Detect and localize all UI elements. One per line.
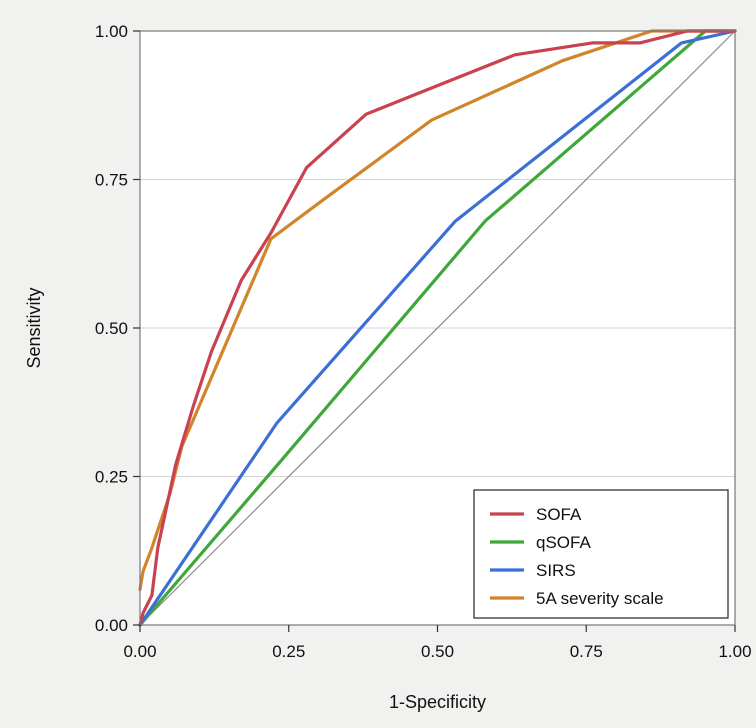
series-line-5a-severity-scale	[138, 29, 737, 592]
legend-label-5a-severity-scale: 5A severity scale	[536, 589, 664, 608]
legend-label-qsofa: qSOFA	[536, 533, 591, 552]
y-tick-label: 0.00	[95, 616, 128, 635]
reference-diagonal-line	[139, 30, 736, 626]
x-tick-label: 1.00	[718, 642, 751, 661]
y-tick-label: 1.00	[95, 22, 128, 41]
legend-label-sofa: SOFA	[536, 505, 582, 524]
x-tick-label: 0.25	[272, 642, 305, 661]
x-axis-title: 1-Specificity	[389, 692, 486, 712]
y-tick-label: 0.25	[95, 468, 128, 487]
y-axis-title: Sensitivity	[24, 287, 44, 368]
x-tick-label: 0.00	[123, 642, 156, 661]
series-line-sirs	[138, 29, 737, 627]
y-tick-label: 0.50	[95, 319, 128, 338]
x-tick-label: 0.75	[570, 642, 603, 661]
legend: SOFA qSOFA SIRS 5A severity scale	[473, 489, 729, 619]
y-axis-ticks: 0.00 0.25 0.50 0.75 1.00	[95, 22, 140, 635]
y-tick-label: 0.75	[95, 171, 128, 190]
legend-label-sirs: SIRS	[536, 561, 576, 580]
series-line-sofa	[138, 29, 737, 627]
x-tick-label: 0.50	[421, 642, 454, 661]
x-axis-ticks: 0.00 0.25 0.50 0.75 1.00	[123, 625, 752, 661]
